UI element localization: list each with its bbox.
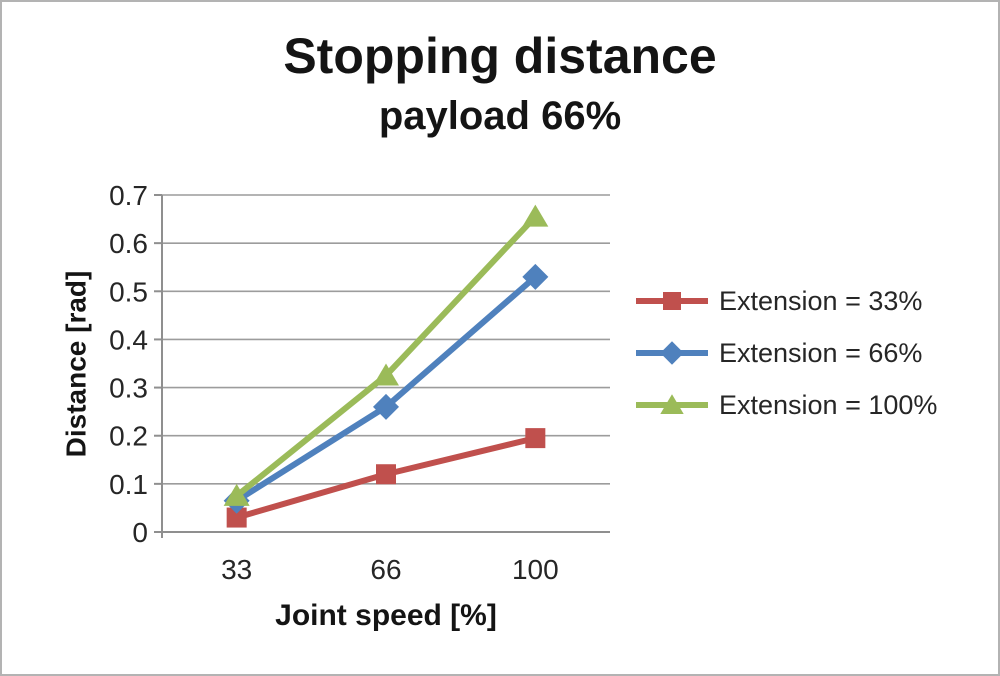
legend-triangle-icon [636,394,708,414]
marker-triangle [223,483,250,506]
chart-subtitle: payload 66% [378,94,622,138]
x-axis-title: Joint speed [%] [275,599,497,632]
y-tick-label: 0.1 [109,469,148,500]
legend-label: Extension = 33% [719,285,923,316]
x-tick-label: 66 [370,554,401,585]
x-tick-label: 100 [512,554,559,585]
x-tick-label: 33 [221,554,252,585]
y-tick-label: 0.4 [109,324,148,355]
y-tick-label: 0.3 [109,373,148,404]
legend: Extension = 33% Extension = 66% Extensio… [634,281,937,425]
series-line-2 [233,213,539,499]
marker-diamond [522,263,549,290]
legend-square-icon [636,292,708,310]
y-tick-label: 0.6 [109,228,148,259]
legend-label: Extension = 100% [719,389,938,420]
chart-title: Stopping distance [283,28,717,84]
legend-item: Extension = 33% [634,281,937,321]
legend-item: Extension = 66% [634,333,937,373]
legend-marker-diamond [660,341,684,365]
y-tick-label: 0.7 [109,180,148,211]
legend-marker-square [663,292,681,310]
y-tick-label: 0.5 [109,276,148,307]
marker-square [226,507,247,528]
marker-square [525,428,546,449]
legend-item: Extension = 100% [634,385,937,425]
marker-diamond [373,393,399,420]
legend-label: Extension = 66% [719,337,923,368]
marker-triangle [373,363,399,386]
legend-diamond-icon [636,341,708,365]
marker-triangle [522,204,549,227]
y-tick-label: 0 [132,517,148,548]
legend-marker-triangle [660,394,684,414]
y-tick-label: 0.2 [109,421,148,452]
marker-square [376,464,396,485]
